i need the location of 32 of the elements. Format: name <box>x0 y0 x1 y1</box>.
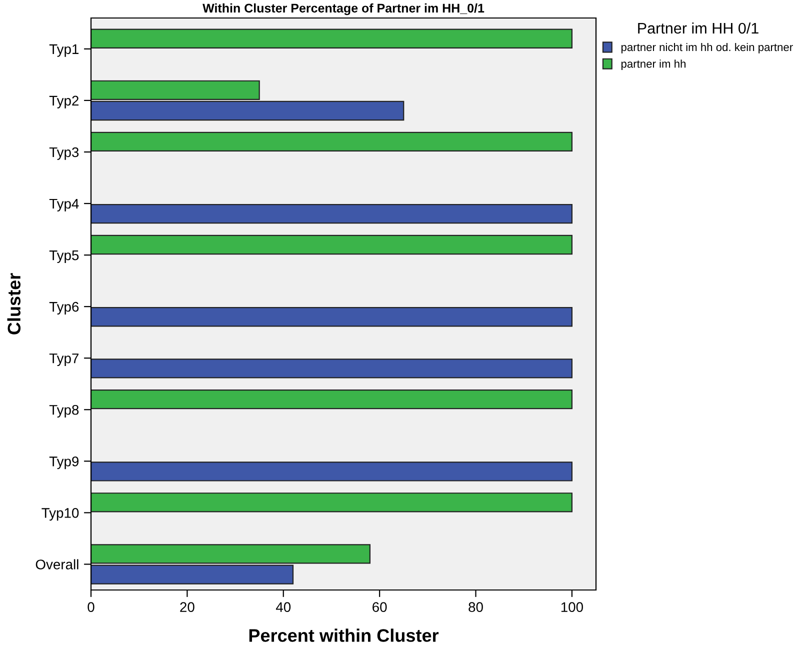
y-tick-label: Typ7 <box>49 354 78 366</box>
legend-label: partner nicht im hh od. kein partner <box>621 42 793 54</box>
x-tick-label: 80 <box>468 602 483 612</box>
x-tick-label: 100 <box>561 602 583 612</box>
bar <box>91 358 573 378</box>
bar <box>91 492 573 512</box>
y-axis-title: Cluster <box>7 273 21 334</box>
bar <box>91 204 573 224</box>
bar <box>91 307 573 327</box>
y-tick-label: Typ8 <box>49 404 79 418</box>
bar <box>91 132 573 152</box>
y-tick-label: Typ2 <box>49 96 78 108</box>
y-tick-label: Overall <box>36 559 78 570</box>
y-tick-label: Typ1 <box>49 44 79 57</box>
legend-label: partner im hh <box>621 60 686 70</box>
chart-title: Within Cluster Percentage of Partner im HH_0/1 <box>202 3 484 16</box>
x-tick-label: 60 <box>372 602 387 612</box>
x-tick-label: 20 <box>180 602 194 612</box>
bar <box>91 390 573 410</box>
x-axis-title: Percent within Cluster <box>249 628 439 642</box>
bar <box>91 234 573 255</box>
legend-title: Partner im HH 0/1 <box>638 22 758 34</box>
y-tick-label: Typ10 <box>42 508 79 521</box>
y-tick-label: Typ5 <box>49 250 79 263</box>
x-tick-label: 40 <box>276 602 291 612</box>
y-tick-label: Typ3 <box>49 147 79 160</box>
x-tick-label: 0 <box>88 602 94 612</box>
y-tick-label: Typ6 <box>49 302 79 314</box>
bar <box>91 28 573 48</box>
y-tick-label: Typ9 <box>49 456 79 470</box>
bar <box>91 462 573 482</box>
y-tick-label: Typ4 <box>49 198 79 212</box>
